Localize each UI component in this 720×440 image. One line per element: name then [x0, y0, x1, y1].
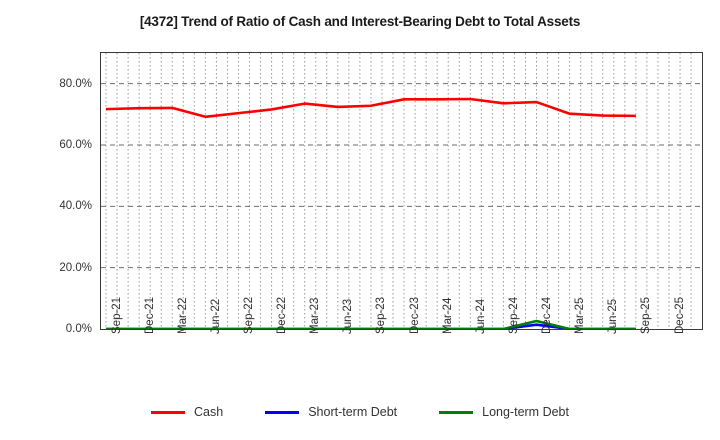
x-axis-tick-label: Sep-21	[110, 296, 123, 334]
vertical-gridlines	[105, 53, 692, 329]
x-axis-tick-label: Dec-23	[408, 296, 421, 334]
data-series	[105, 97, 636, 329]
x-axis-tick-label: Dec-21	[143, 296, 156, 334]
y-axis-tick-label: 0.0%	[65, 323, 92, 335]
legend-label: Long-term Debt	[482, 405, 569, 419]
series-line-cash	[105, 97, 636, 119]
legend-color-swatch	[151, 410, 186, 414]
x-axis-tick-label: Mar-23	[309, 297, 322, 334]
y-axis-tick-label: 80.0%	[59, 77, 92, 90]
legend-item[interactable]: Cash	[151, 406, 223, 419]
legend-item[interactable]: Short-term Debt	[265, 406, 397, 419]
x-axis-tick-label: Jun-23	[342, 298, 355, 334]
x-axis-tick-label: Dec-22	[276, 296, 289, 334]
x-axis-tick-label: Jun-24	[474, 298, 487, 334]
legend-color-swatch	[439, 410, 474, 414]
x-axis-tick-label: Sep-25	[640, 296, 653, 334]
x-axis-tick-label: Dec-25	[673, 296, 686, 334]
series-line-long-term-debt	[106, 319, 636, 329]
y-axis-tick-label: 60.0%	[59, 139, 92, 151]
x-axis-tick-label: Mar-24	[441, 297, 454, 334]
x-axis-tick-label: Mar-25	[574, 297, 587, 334]
horizontal-gridlines	[101, 83, 702, 269]
plot-area	[100, 52, 703, 330]
x-axis-tick-label: Jun-25	[607, 298, 620, 334]
y-axis-tick-label: 40.0%	[59, 200, 92, 213]
legend-item[interactable]: Long-term Debt	[439, 406, 569, 419]
x-axis-tick-label: Jun-22	[209, 298, 222, 334]
series-line-short-term-debt	[106, 323, 636, 329]
chart-title: [4372] Trend of Ratio of Cash and Intere…	[139, 14, 581, 29]
x-axis-tick-label: Sep-24	[507, 296, 520, 334]
legend-label: Cash	[194, 405, 224, 419]
legend-color-swatch	[265, 410, 300, 414]
x-axis-tick-label: Dec-24	[541, 296, 554, 334]
chart-legend: Cash Short-term Debt Long-term Debt	[0, 406, 720, 419]
x-axis-tick-label: Mar-22	[176, 297, 189, 334]
y-axis-tick-label: 20.0%	[59, 261, 92, 274]
legend-label: Short-term Debt	[308, 405, 398, 419]
x-axis-tick-label: Sep-22	[242, 296, 255, 334]
plot-svg	[101, 53, 702, 329]
x-axis-tick-label: Sep-23	[375, 296, 388, 334]
